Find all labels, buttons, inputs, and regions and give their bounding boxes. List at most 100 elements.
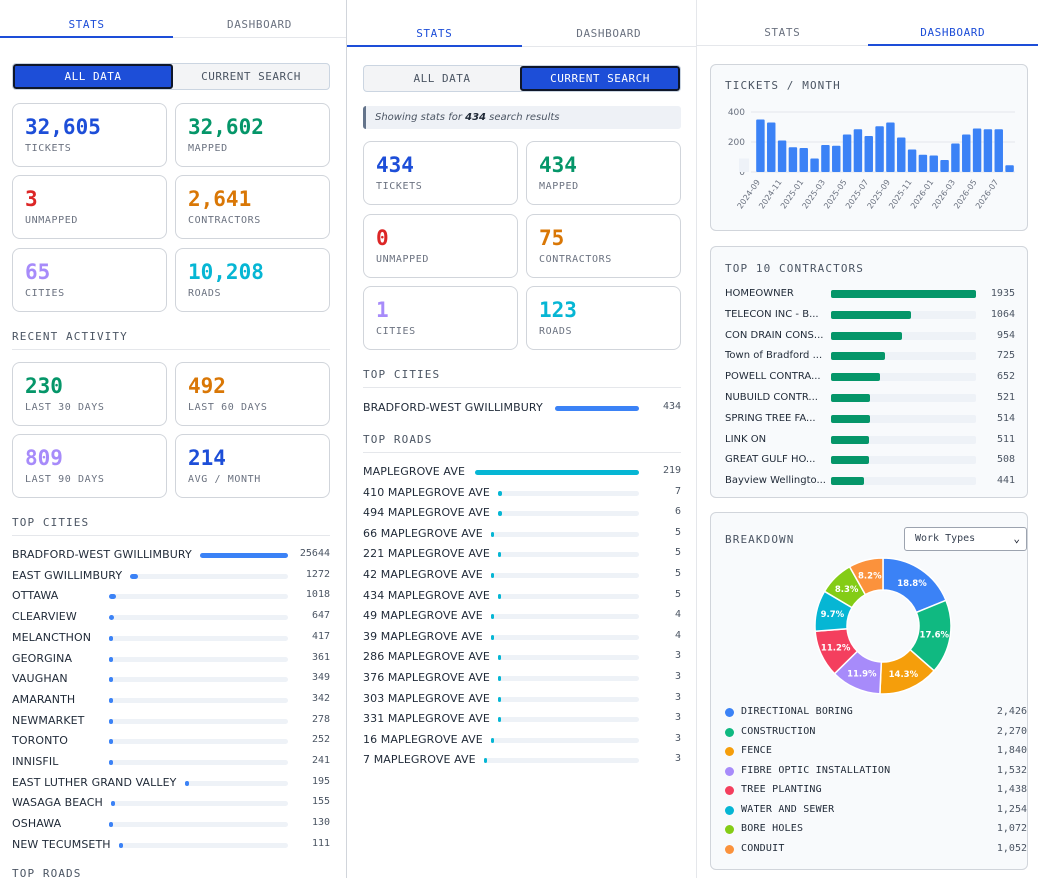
list-item[interactable]: GEORGINA 361 <box>12 649 330 669</box>
list-item[interactable]: TORONTO 252 <box>12 731 330 751</box>
list-item[interactable]: VAUGHAN 349 <box>12 669 330 689</box>
bar-fill <box>109 739 113 745</box>
stat-value: 75 <box>539 226 565 250</box>
all-data-button[interactable]: ALL DATA <box>13 64 173 89</box>
list-item[interactable]: 66 MAPLEGROVE AVE 5 <box>363 524 681 544</box>
item-name: INNISFIL <box>12 755 59 768</box>
bar-fill <box>118 842 123 848</box>
item-name: WASAGA BEACH <box>12 796 103 810</box>
current-search-button[interactable]: CURRENT SEARCH <box>520 66 680 91</box>
contractor-row[interactable]: POWELL CONTRA... 652 <box>725 367 1015 387</box>
donut-slice[interactable] <box>848 557 884 596</box>
bar <box>756 119 765 172</box>
list-item[interactable]: 331 MAPLEGROVE AVE 3 <box>363 709 681 729</box>
list-item[interactable]: 16 MAPLEGROVE AVE 3 <box>363 730 681 750</box>
stat-card-roads: 123 ROADS <box>526 286 681 350</box>
bar-track <box>490 634 639 640</box>
list-item[interactable]: CLEARVIEW 647 <box>12 607 330 627</box>
legend-value: 1,532 <box>996 764 1027 776</box>
tab-stats[interactable]: STATS <box>347 9 522 47</box>
tab-stats[interactable]: STATS <box>0 0 173 38</box>
bar-track <box>831 310 976 319</box>
contractor-row[interactable]: SPRING TREE FA... 514 <box>725 409 1015 429</box>
list-item[interactable]: MAPLEGROVE AVE 219 <box>363 462 681 482</box>
contractor-row[interactable]: NUBUILD CONTR... 521 <box>725 388 1015 408</box>
tab-stats[interactable]: STATS <box>764 26 801 39</box>
contractor-row[interactable]: TELECON INC - B... 1064 <box>725 305 1015 325</box>
list-item[interactable]: AMARANTH 342 <box>12 690 330 710</box>
bar-track <box>497 552 639 558</box>
list-item[interactable]: BRADFORD-WEST GWILLIMBURY 434 <box>363 398 681 418</box>
item-count: 252 <box>311 734 330 746</box>
contractor-row[interactable]: LINK ON 511 <box>725 430 1015 450</box>
stat-card-unmapped: 3 UNMAPPED <box>12 175 167 239</box>
tab-dashboard[interactable]: DASHBOARD <box>576 27 642 40</box>
legend-label: WATER AND SEWER <box>741 803 835 815</box>
list-item[interactable]: INNISFIL 241 <box>12 752 330 772</box>
bar-track <box>109 697 288 703</box>
contractor-name: SPRING TREE FA... <box>725 412 816 424</box>
list-item[interactable]: 494 MAPLEGROVE AVE 6 <box>363 503 681 523</box>
list-item[interactable]: 376 MAPLEGROVE AVE 3 <box>363 668 681 688</box>
list-item[interactable]: 49 MAPLEGROVE AVE 4 <box>363 606 681 626</box>
contractor-row[interactable]: CON DRAIN CONS... 954 <box>725 326 1015 346</box>
bar-track <box>497 717 639 723</box>
bar-track <box>497 655 639 661</box>
bar-fill <box>109 697 113 703</box>
list-item[interactable]: 7 MAPLEGROVE AVE 3 <box>363 750 681 770</box>
list-item[interactable]: 39 MAPLEGROVE AVE 4 <box>363 627 681 647</box>
list-item[interactable]: MELANCTHON 417 <box>12 628 330 648</box>
item-count: 155 <box>311 796 330 808</box>
bar-fill <box>110 801 115 807</box>
contractor-row[interactable]: Bayview Wellingto... 441 <box>725 471 1015 491</box>
list-item[interactable]: WASAGA BEACH 155 <box>12 793 330 813</box>
list-item[interactable]: 286 MAPLEGROVE AVE 3 <box>363 647 681 667</box>
breakdown-type-select[interactable]: Work Types ⌄ <box>904 527 1027 551</box>
item-name: 66 MAPLEGROVE AVE <box>363 526 483 540</box>
list-item[interactable]: 303 MAPLEGROVE AVE 3 <box>363 689 681 709</box>
current-search-button[interactable]: CURRENT SEARCH <box>201 70 301 83</box>
tab-dashboard[interactable]: DASHBOARD <box>867 8 1038 46</box>
list-item[interactable]: 221 MAPLEGROVE AVE 5 <box>363 544 681 564</box>
list-item[interactable]: EAST GWILLIMBURY 1272 <box>12 566 330 586</box>
item-name: TORONTO <box>12 734 68 748</box>
bar-fill <box>497 655 501 661</box>
list-item[interactable]: NEWMARKET 278 <box>12 711 330 731</box>
bar <box>767 122 776 172</box>
list-item[interactable]: 42 MAPLEGROVE AVE 5 <box>363 565 681 585</box>
item-count: 111 <box>311 837 330 849</box>
list-item[interactable]: BRADFORD-WEST GWILLIMBURY 25644 <box>12 545 330 565</box>
stat-card-last-90-days: 809 LAST 90 DAYS <box>12 434 167 498</box>
contractor-name: CON DRAIN CONS... <box>725 329 824 341</box>
item-name: NEWMARKET <box>12 713 85 727</box>
item-name: 331 MAPLEGROVE AVE <box>363 712 490 726</box>
bar-track <box>490 614 639 620</box>
bar-fill <box>109 822 113 828</box>
contractor-row[interactable]: GREAT GULF HO... 508 <box>725 450 1015 470</box>
bar-fill <box>199 553 288 558</box>
legend-value: 1,438 <box>996 784 1027 795</box>
stat-card-tickets: 434 TICKETS <box>363 141 518 205</box>
contractor-row[interactable]: HOMEOWNER 1935 <box>725 284 1015 304</box>
bar-fill <box>490 614 494 620</box>
item-name: OTTAWA <box>12 589 59 603</box>
bar-fill <box>184 780 189 786</box>
list-item[interactable]: EAST LUTHER GRAND VALLEY 195 <box>12 773 330 793</box>
list-item[interactable]: 410 MAPLEGROVE AVE 7 <box>363 483 681 503</box>
all-data-button[interactable]: ALL DATA <box>413 72 471 85</box>
stat-card-unmapped: 0 UNMAPPED <box>363 214 518 278</box>
list-item[interactable]: NEW TECUMSETH 111 <box>12 835 330 855</box>
list-item[interactable]: OTTAWA 1018 <box>12 586 330 606</box>
bar-track <box>483 758 639 764</box>
tab-bar: STATS DASHBOARD <box>347 9 696 47</box>
contractor-row[interactable]: Town of Bradford ... 725 <box>725 346 1015 366</box>
bar-fill <box>490 573 495 578</box>
bar-fill <box>497 696 501 702</box>
list-item[interactable]: OSHAWA 130 <box>12 814 330 834</box>
list-item[interactable]: 434 MAPLEGROVE AVE 5 <box>363 586 681 606</box>
contractor-count: 508 <box>996 454 1015 466</box>
bar-fill <box>497 717 501 723</box>
legend-label: FIBRE OPTIC INSTALLATION <box>741 764 891 776</box>
tab-dashboard[interactable]: DASHBOARD <box>226 18 292 31</box>
contractor-name: NUBUILD CONTR... <box>725 392 818 403</box>
